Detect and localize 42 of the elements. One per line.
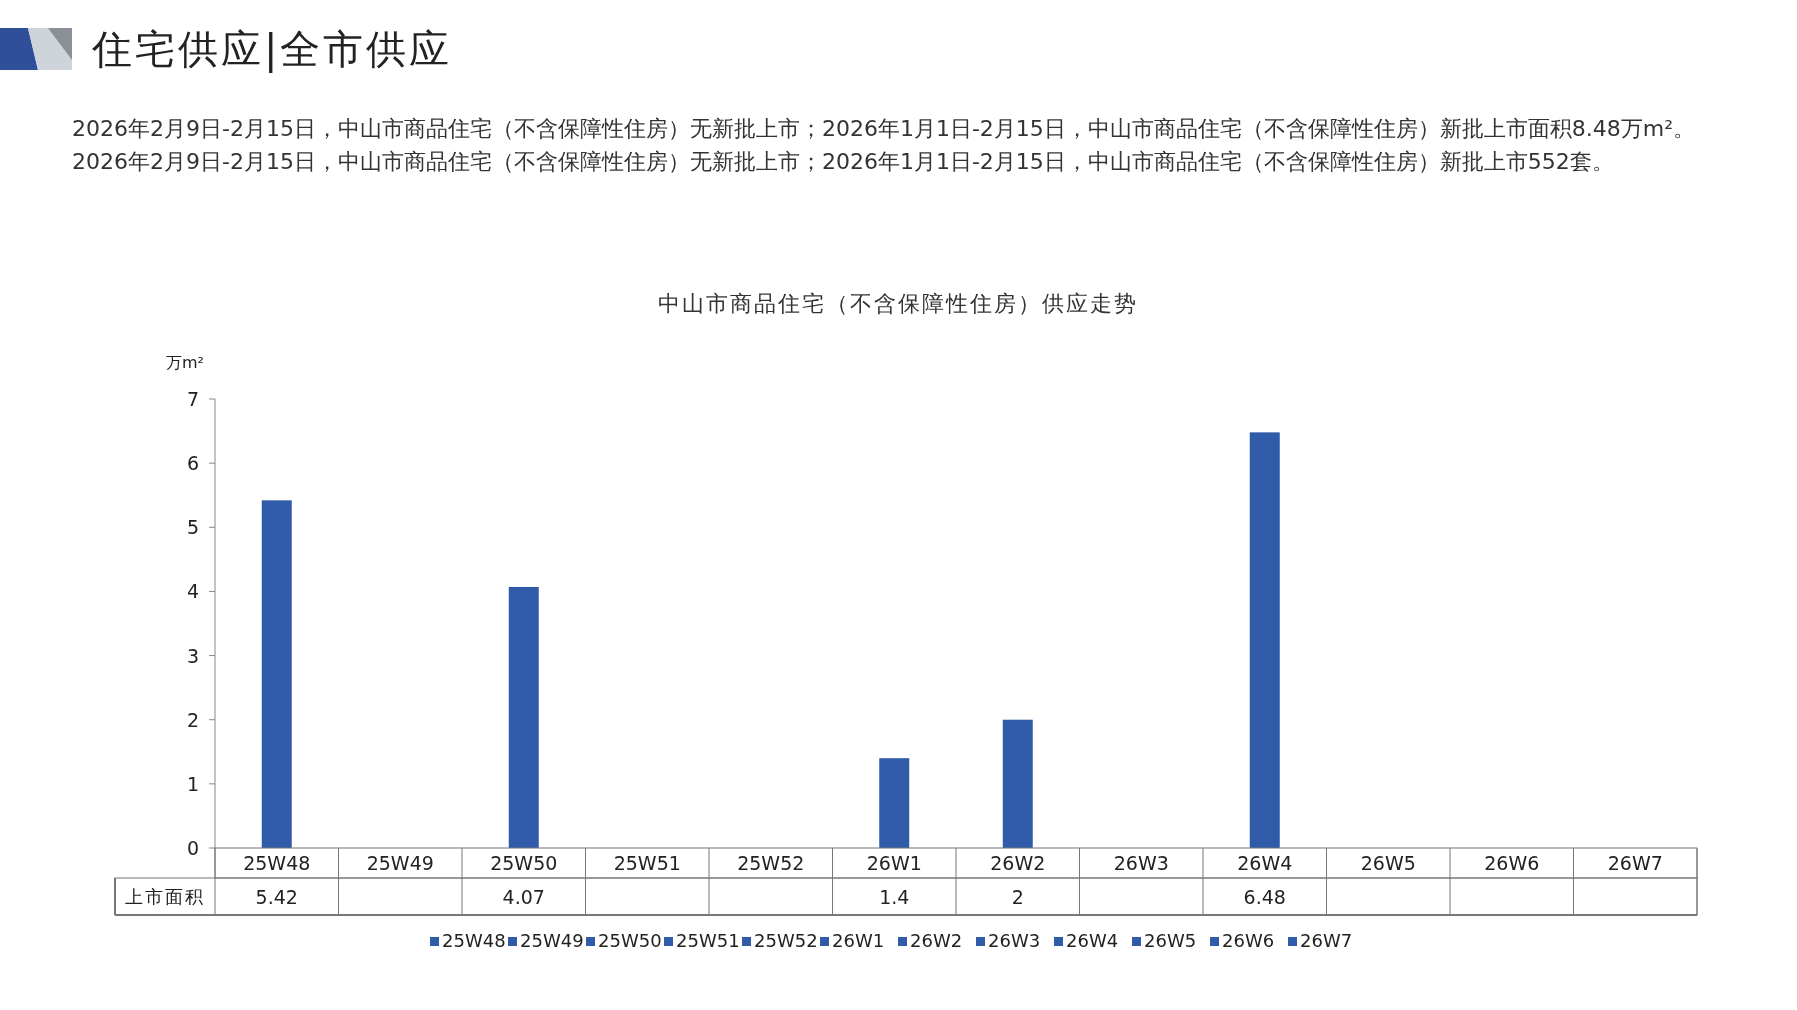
x-tick-label: 26W2	[990, 852, 1046, 874]
legend-label: 26W3	[988, 930, 1041, 951]
legend-label: 26W1	[832, 930, 885, 951]
x-tick-label: 25W48	[243, 852, 311, 874]
legend-label: 26W2	[910, 930, 963, 951]
text: 中山市商品住宅（不含保障性住房）供应走势	[658, 291, 1138, 316]
chart-subtitle: 2026年2月9日-2月15日，中山市商品住宅（不含保障性住房）无新批上市；2026年1月1日-2月15日，中山市商品住宅（不含保障性住房）新批上市面积8.48万m²。2026年2月9日-2月15日，中山市商品住宅（不含保障性住房）无新批上市；2026年1月1日-2月15日，中山市商品住宅（不含保障性住房）新批上市552套。	[72, 115, 1697, 176]
y-tick-label: 1	[186, 772, 199, 795]
x-tick-label: 25W51	[613, 852, 681, 874]
y-tick-label: 4	[186, 580, 199, 603]
legend-label: 26W5	[1144, 930, 1197, 951]
y-tick-label: 6	[186, 452, 199, 475]
data-label: 6.48	[1243, 886, 1286, 908]
legend-label: 25W50	[598, 930, 662, 951]
data-label: 2	[1011, 886, 1024, 908]
y-tick-label: 2	[186, 708, 199, 731]
legend-label: 25W49	[520, 930, 584, 951]
x-tick-label: 26W7	[1607, 852, 1663, 874]
x-tick-label: 26W1	[866, 852, 922, 874]
y-tick-label: 5	[186, 516, 199, 539]
data-label: 5.42	[255, 886, 298, 908]
legend-label: 25W48	[442, 930, 506, 951]
x-tick-label: 26W6	[1484, 852, 1540, 874]
y-tick-label: 0	[186, 837, 199, 859]
x-tick-label: 25W50	[490, 852, 558, 874]
legend-label: 26W4	[1066, 930, 1119, 951]
legend-label: 26W6	[1222, 930, 1275, 951]
y-tick-label: 3	[186, 644, 199, 667]
x-tick-label: 26W4	[1237, 852, 1293, 874]
legend-label: 26W7	[1300, 930, 1353, 951]
y-tick-label: 7	[186, 388, 199, 410]
legend-label: 25W52	[754, 930, 818, 951]
chart-title: 住宅供应|全市供应	[92, 25, 453, 75]
data-label: 4.07	[502, 886, 545, 908]
x-tick-label: 26W3	[1113, 852, 1169, 874]
x-tick-label: 25W52	[737, 852, 805, 874]
legend-label: 25W51	[676, 930, 740, 951]
text: 上市面积	[125, 886, 205, 907]
y-axis-title: 万m²	[166, 353, 204, 372]
x-tick-label: 25W49	[366, 852, 434, 874]
x-tick-label: 26W5	[1360, 852, 1416, 874]
data-label: 1.4	[879, 886, 910, 908]
